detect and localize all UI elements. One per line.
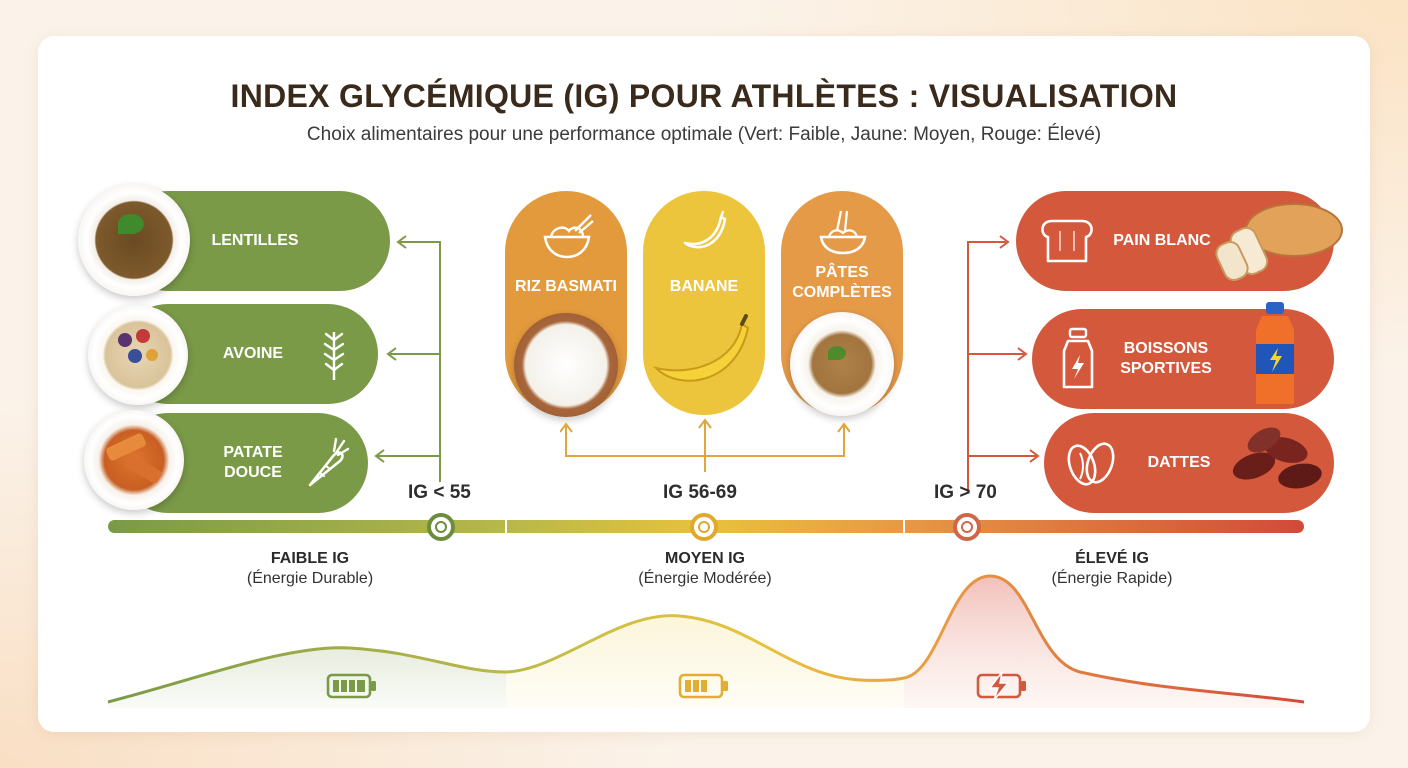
pill-label: BANANE — [669, 278, 739, 295]
gi-scale-bar — [108, 513, 1304, 541]
dates-icon — [1067, 442, 1115, 486]
oats-plate-image — [88, 305, 188, 405]
pill-label: RIZ BASMATI — [515, 278, 617, 295]
band-sub-low: (Énergie Durable) — [246, 570, 374, 587]
dates-image — [1232, 427, 1322, 489]
pill-label: LENTILLES — [211, 232, 299, 249]
rice-bowl-icon — [543, 214, 594, 259]
band-sub-medium: (Énergie Modérée) — [638, 570, 772, 587]
threshold-medium: IG 56-69 — [663, 482, 737, 503]
band-title-low: FAIBLE IG — [270, 550, 350, 567]
pill-dattes: DATTES — [1044, 413, 1334, 513]
low-connector-lines — [374, 235, 441, 482]
high-connector-lines — [967, 235, 1040, 492]
band-title-medium: MOYEN IG — [664, 550, 745, 567]
pasta-icon — [819, 210, 867, 255]
sweet-potato-icon — [308, 437, 350, 487]
sweet-potato-plate-image — [84, 410, 184, 510]
bread-icon — [1041, 219, 1093, 263]
threshold-low: IG < 55 — [408, 482, 471, 503]
sports-drink-image — [1256, 302, 1294, 404]
pill-label: BOISSONS SPORTIVES — [1120, 340, 1212, 377]
pill-label: DATTES — [1147, 454, 1211, 471]
wheat-icon — [323, 332, 345, 380]
banana-image — [652, 314, 750, 382]
medium-connector-lines — [560, 418, 850, 472]
lentils-plate-image — [78, 184, 190, 296]
page-subtitle: Choix alimentaires pour une performance … — [306, 124, 1102, 145]
pea-pod-icon — [442, 220, 484, 260]
threshold-high: IG > 70 — [934, 482, 997, 503]
battery-full-icon — [326, 673, 376, 699]
pill-label: PÂTES COMPLÈTES — [792, 264, 892, 301]
pill-label: PAIN BLANC — [1113, 232, 1211, 249]
bread-image — [1215, 203, 1343, 282]
battery-charging-icon — [976, 671, 1026, 701]
bottle-icon — [1062, 327, 1094, 389]
pill-label: AVOINE — [222, 345, 284, 362]
rice-plate-image — [514, 313, 618, 417]
pasta-plate-image — [790, 312, 894, 416]
battery-half-icon — [678, 673, 728, 699]
banana-icon — [683, 210, 727, 249]
band-sub-high: (Énergie Rapide) — [1051, 570, 1173, 587]
page-title: INDEX GLYCÉMIQUE (IG) POUR ATHLÈTES : VI… — [230, 78, 1178, 114]
band-title-high: ÉLEVÉ IG — [1075, 550, 1149, 567]
pill-label: PATATE DOUCE — [223, 444, 283, 481]
